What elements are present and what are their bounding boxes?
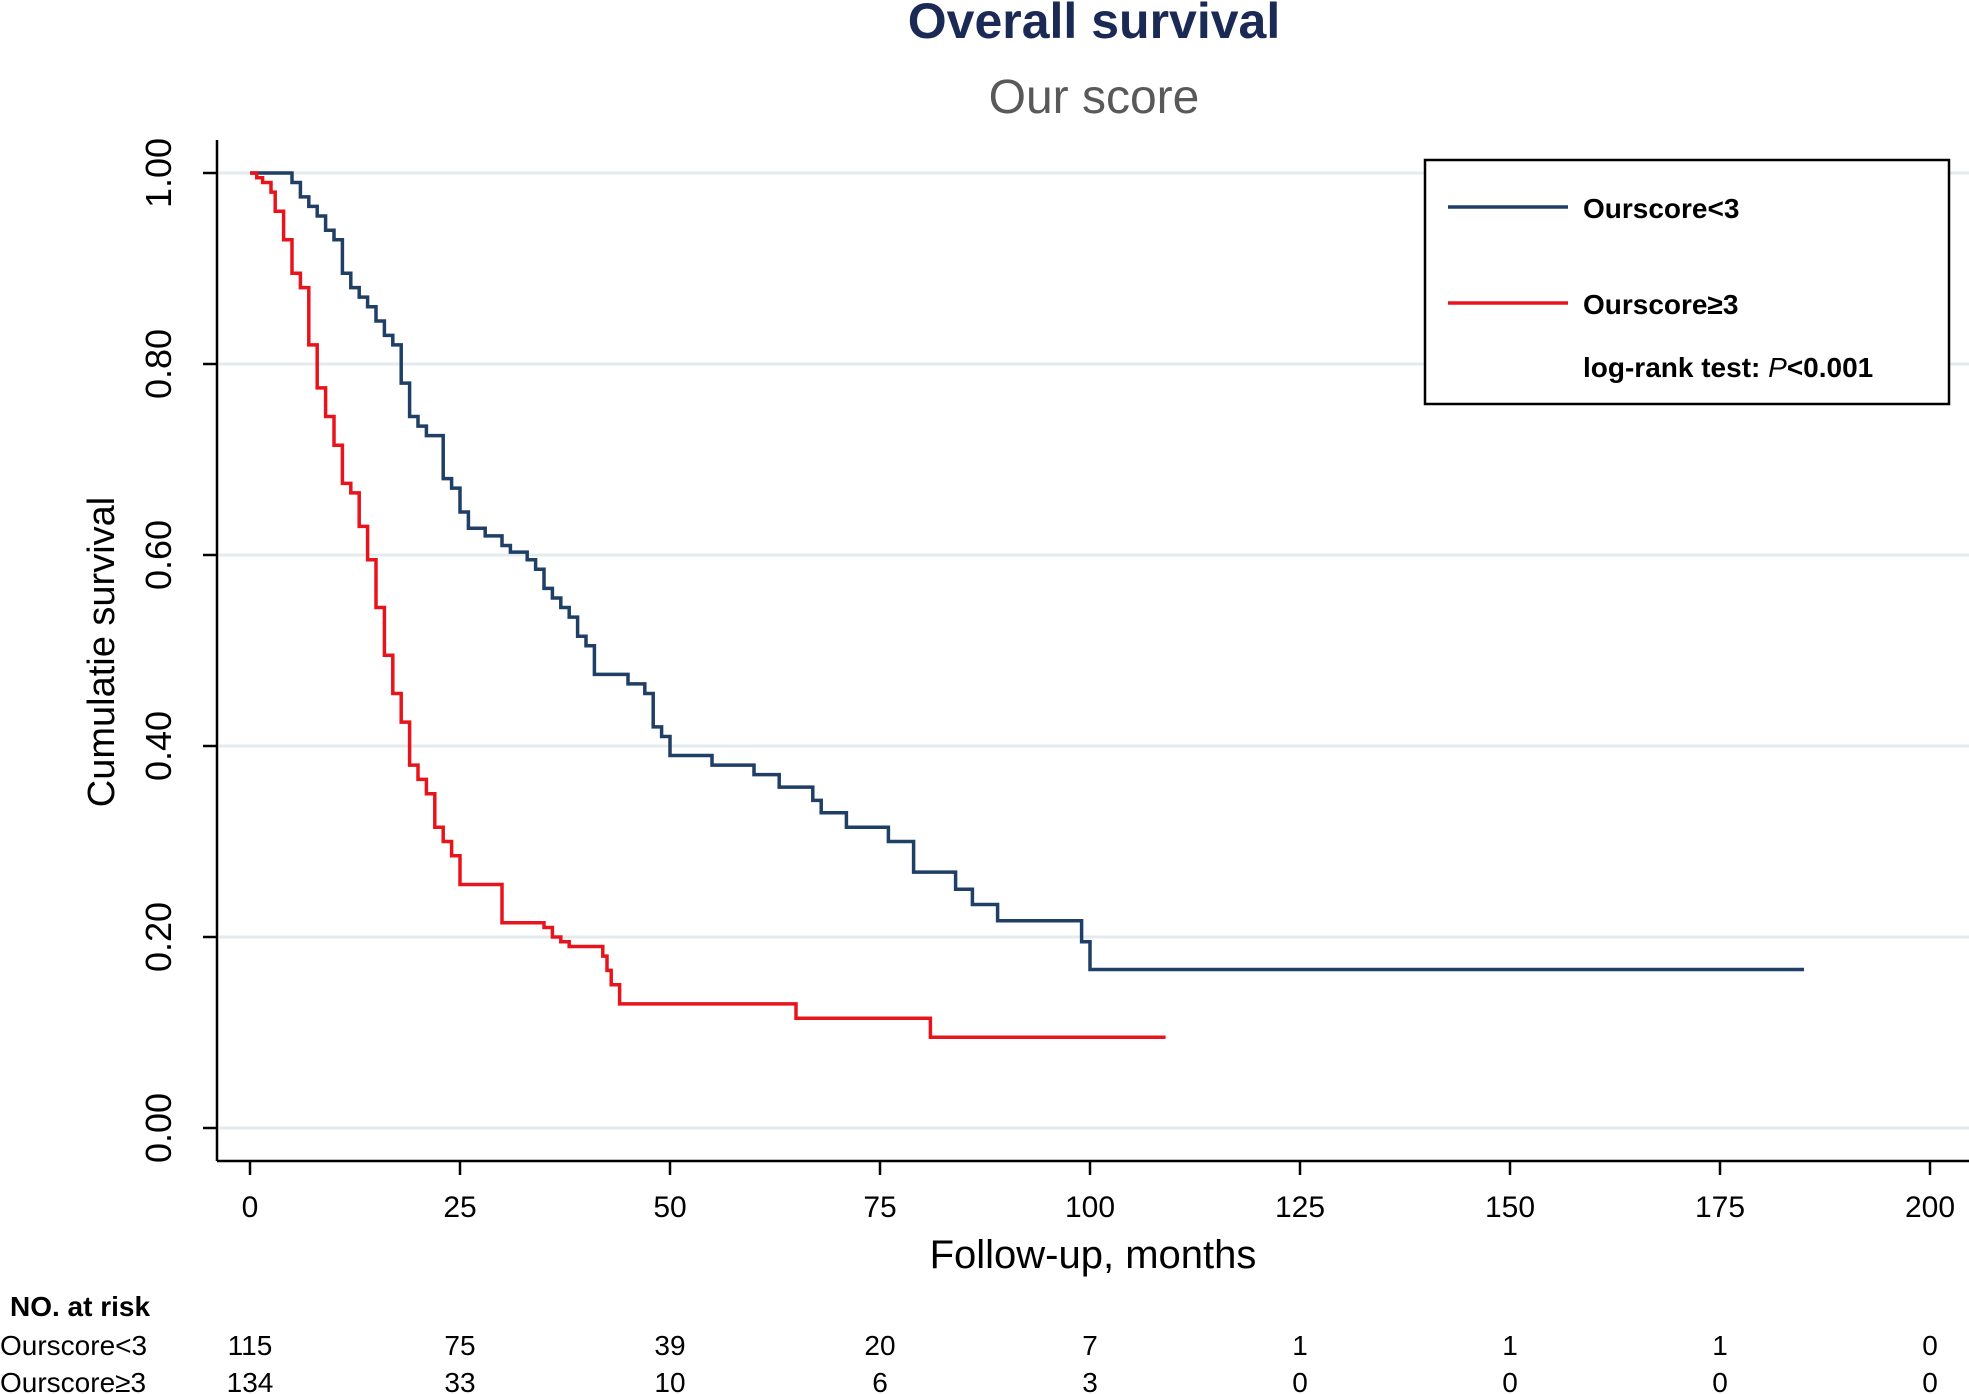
y-tick-label: 0.60	[138, 520, 179, 590]
risk-value: 6	[872, 1367, 888, 1394]
chart-title: Overall survival	[908, 0, 1280, 49]
log-rank-value: <0.001	[1787, 352, 1873, 383]
risk-value: 0	[1712, 1367, 1728, 1394]
risk-row-label-ourscore-lt3: Ourscore<3	[0, 1330, 147, 1361]
grid-lines	[219, 171, 1969, 1130]
risk-value: 75	[444, 1330, 475, 1361]
log-rank-p: P	[1768, 352, 1787, 383]
risk-value: 0	[1502, 1367, 1518, 1394]
x-tick-label: 175	[1695, 1191, 1745, 1224]
survival-curves	[250, 171, 1804, 1040]
risk-value: 1	[1502, 1330, 1518, 1361]
risk-value: 0	[1922, 1330, 1938, 1361]
x-tick-label: 50	[653, 1191, 686, 1224]
x-tick-label: 125	[1275, 1191, 1325, 1224]
risk-value: 1	[1712, 1330, 1728, 1361]
x-tick-label: 0	[242, 1191, 259, 1224]
risk-value: 3	[1082, 1367, 1098, 1394]
series-line-ourscore-ge3	[250, 171, 1166, 1040]
x-tick-label: 200	[1905, 1191, 1955, 1224]
x-axis-ticks: 0 25 50 75 100 125 150 175 200	[242, 1161, 1955, 1224]
legend-label-ourscore-ge3: Ourscore≥3	[1583, 289, 1738, 320]
risk-value: 0	[1292, 1367, 1308, 1394]
y-tick-label: 0.40	[138, 711, 179, 781]
risk-value: 0	[1922, 1367, 1938, 1394]
risk-value: 1	[1292, 1330, 1308, 1361]
risk-value: 39	[654, 1330, 685, 1361]
x-axis-label: Follow-up, months	[930, 1233, 1257, 1277]
y-axis-ticks: 0.00 0.20 0.40 0.60 0.80 1.00	[138, 138, 217, 1163]
legend: Ourscore<3 Ourscore≥3 log-rank test: P<0…	[1423, 158, 1951, 406]
legend-label-ourscore-lt3: Ourscore<3	[1583, 193, 1739, 224]
risk-value: 33	[444, 1367, 475, 1394]
log-rank-prefix: log-rank test:	[1583, 352, 1768, 383]
y-axis-label: Cumulatie survival	[81, 497, 123, 807]
legend-box	[1423, 158, 1951, 406]
risk-value: 20	[864, 1330, 895, 1361]
risk-value: 115	[228, 1330, 273, 1361]
chart-subtitle: Our score	[989, 71, 1200, 124]
y-tick-label: 0.80	[138, 329, 179, 399]
y-tick-label: 1.00	[138, 138, 179, 208]
x-tick-label: 75	[863, 1191, 896, 1224]
risk-value: 7	[1082, 1330, 1098, 1361]
series-line-ourscore-lt3	[250, 171, 1804, 972]
risk-value: 10	[654, 1367, 685, 1394]
risk-row-label-ourscore-ge3: Ourscore≥3	[0, 1367, 146, 1394]
risk-value: 134	[227, 1367, 274, 1394]
x-tick-label: 25	[443, 1191, 476, 1224]
log-rank-annotation: log-rank test: P<0.001	[1583, 352, 1873, 383]
risk-table: NO. at risk Ourscore<3 Ourscore≥3 115 75 3…	[0, 1291, 1938, 1394]
y-tick-label: 0.20	[138, 902, 179, 972]
risk-table-header: NO. at risk	[10, 1291, 150, 1322]
x-tick-label: 150	[1485, 1191, 1535, 1224]
x-tick-label: 100	[1065, 1191, 1115, 1224]
y-tick-label: 0.00	[138, 1093, 179, 1163]
